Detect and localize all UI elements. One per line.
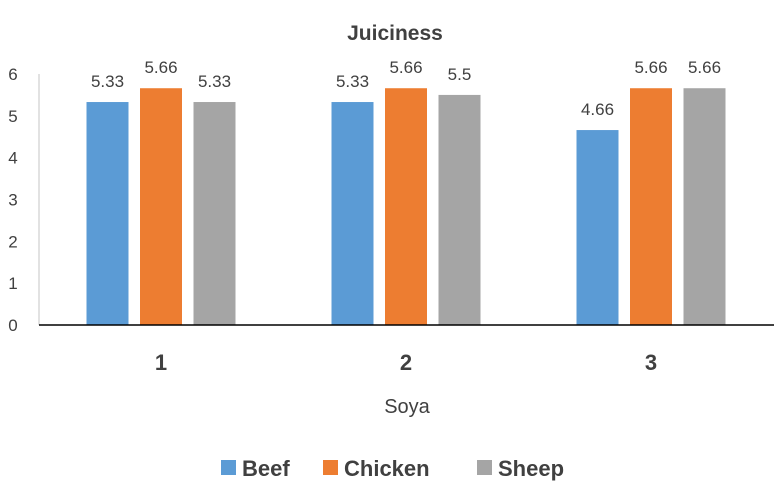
bar-chicken-2 xyxy=(385,88,427,326)
y-tick-label: 6 xyxy=(8,65,17,84)
x-tick-label: 1 xyxy=(155,350,167,375)
legend-label-sheep: Sheep xyxy=(498,456,564,481)
chart-title: Juiciness xyxy=(347,22,443,45)
bar-sheep-2 xyxy=(438,94,481,326)
data-label: 5.33 xyxy=(91,72,124,91)
bar-chicken-1 xyxy=(140,88,182,326)
data-label: 4.66 xyxy=(581,100,614,119)
x-tick-label: 2 xyxy=(400,350,412,375)
data-label: 5.33 xyxy=(336,72,369,91)
legend-swatch-chicken xyxy=(323,460,338,475)
bar-beef-1 xyxy=(86,102,129,325)
bar-sheep-3 xyxy=(683,88,726,326)
bars: 5.33 5.33 4.66 5.66 5.66 5.66 5.33 5.5 5.66 xyxy=(86,58,726,326)
data-label: 5.5 xyxy=(448,65,472,84)
data-label: 5.66 xyxy=(389,58,422,77)
data-label: 5.66 xyxy=(634,58,667,77)
data-label: 5.66 xyxy=(144,58,177,77)
x-tick-label: 3 xyxy=(645,350,657,375)
x-axis-ticks: 1 2 3 xyxy=(155,350,657,375)
legend: Beef Chicken Sheep xyxy=(221,456,564,481)
y-tick-label: 2 xyxy=(8,232,17,251)
y-tick-label: 1 xyxy=(8,274,17,293)
bar-beef-2 xyxy=(331,102,374,325)
x-axis-label: Soya xyxy=(384,396,430,418)
y-axis-ticks: 0 1 2 3 4 5 6 xyxy=(8,65,17,335)
legend-label-chicken: Chicken xyxy=(344,456,430,481)
data-label: 5.66 xyxy=(688,58,721,77)
y-tick-label: 0 xyxy=(8,316,17,335)
legend-swatch-sheep xyxy=(477,460,492,475)
legend-label-beef: Beef xyxy=(242,456,290,481)
bar-chicken-3 xyxy=(630,88,672,326)
bar-sheep-1 xyxy=(193,102,236,325)
y-tick-label: 4 xyxy=(8,149,17,168)
y-tick-label: 5 xyxy=(8,107,17,126)
bar-beef-3 xyxy=(576,130,619,325)
y-tick-label: 3 xyxy=(8,191,17,210)
data-label: 5.33 xyxy=(198,72,231,91)
legend-swatch-beef xyxy=(221,460,236,475)
